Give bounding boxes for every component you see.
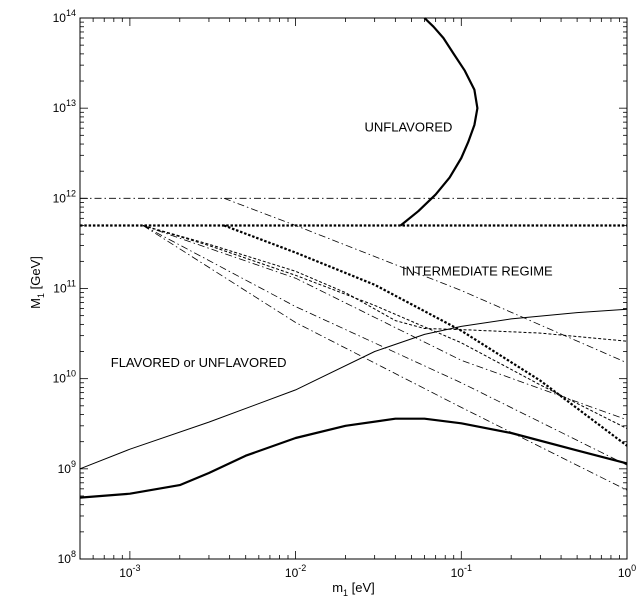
y-tick-label-base: 10 xyxy=(58,552,72,566)
x-tick-label: 10-2 xyxy=(285,563,306,580)
region-label: INTERMEDIATE REGIME xyxy=(402,263,553,278)
series-line-1 xyxy=(399,17,479,227)
labels-layer: 10-3 10-2 10-1 1001081091010101110121013101… xyxy=(28,8,636,598)
y-tick-label: 109 xyxy=(58,459,76,476)
y-tick-label: 1011 xyxy=(53,279,76,296)
x-tick-label-exp: -2 xyxy=(298,563,306,573)
series-line-12 xyxy=(142,225,628,491)
x-tick-label: 10-1 xyxy=(451,563,472,580)
plot-frame xyxy=(79,17,628,560)
series-line-5 xyxy=(223,224,628,447)
y-tick-label: 1012 xyxy=(53,188,76,205)
x-tick-label-exp: -3 xyxy=(133,563,141,573)
x-axis-label-rest: [eV] xyxy=(348,580,375,595)
y-tick-label: 1014 xyxy=(53,8,76,25)
y-axis-label-rest: [GeV] xyxy=(28,256,43,293)
x-tick-label-exp: -1 xyxy=(464,563,472,573)
y-axis-label-sub: 1 xyxy=(36,293,46,298)
y-tick-label-exp: 12 xyxy=(66,188,76,198)
x-tick-label-base: 10 xyxy=(285,566,299,580)
y-axis-label-base: M xyxy=(28,298,43,309)
series-line-2 xyxy=(79,417,628,499)
y-axis-label: M1 [GeV] xyxy=(28,256,46,309)
x-tick-label-base: 10 xyxy=(451,566,465,580)
x-axis-label: m1 [eV] xyxy=(332,580,375,598)
series-line-9 xyxy=(223,197,628,364)
series-line-10 xyxy=(142,225,628,466)
x-tick-label: 100 xyxy=(618,563,636,580)
y-tick-label: 1010 xyxy=(53,369,76,386)
y-tick-label-base: 10 xyxy=(58,462,72,476)
curves-layer xyxy=(79,17,628,499)
series-line-7 xyxy=(142,225,628,429)
x-tick-label-exp: 0 xyxy=(631,563,636,573)
y-tick-label: 1013 xyxy=(53,98,76,115)
y-tick-label-exp: 13 xyxy=(66,98,76,108)
y-tick-label-base: 10 xyxy=(53,11,67,25)
x-axis-label-base: m xyxy=(332,580,343,595)
y-tick-label-exp: 14 xyxy=(66,8,76,18)
series-line-6 xyxy=(142,225,628,342)
y-tick-label-base: 10 xyxy=(53,101,67,115)
x-axis-label-sub: 1 xyxy=(343,588,348,598)
region-label: FLAVORED or UNFLAVORED xyxy=(111,355,287,370)
ticks-layer xyxy=(79,18,628,560)
x-tick-label: 10-3 xyxy=(119,563,140,580)
y-tick-label-base: 10 xyxy=(53,282,67,296)
series-line-3 xyxy=(79,308,628,470)
x-tick-label-base: 10 xyxy=(618,566,632,580)
y-tick-label: 108 xyxy=(58,549,76,566)
x-tick-label-base: 10 xyxy=(119,566,133,580)
y-tick-label-exp: 11 xyxy=(67,279,76,289)
y-tick-label-exp: 10 xyxy=(66,369,76,379)
y-tick-label-base: 10 xyxy=(53,191,67,205)
y-tick-label-base: 10 xyxy=(53,372,67,386)
y-tick-label-exp: 8 xyxy=(71,549,76,559)
region-label: UNFLAVORED xyxy=(365,120,453,135)
y-tick-label-exp: 9 xyxy=(71,459,76,469)
